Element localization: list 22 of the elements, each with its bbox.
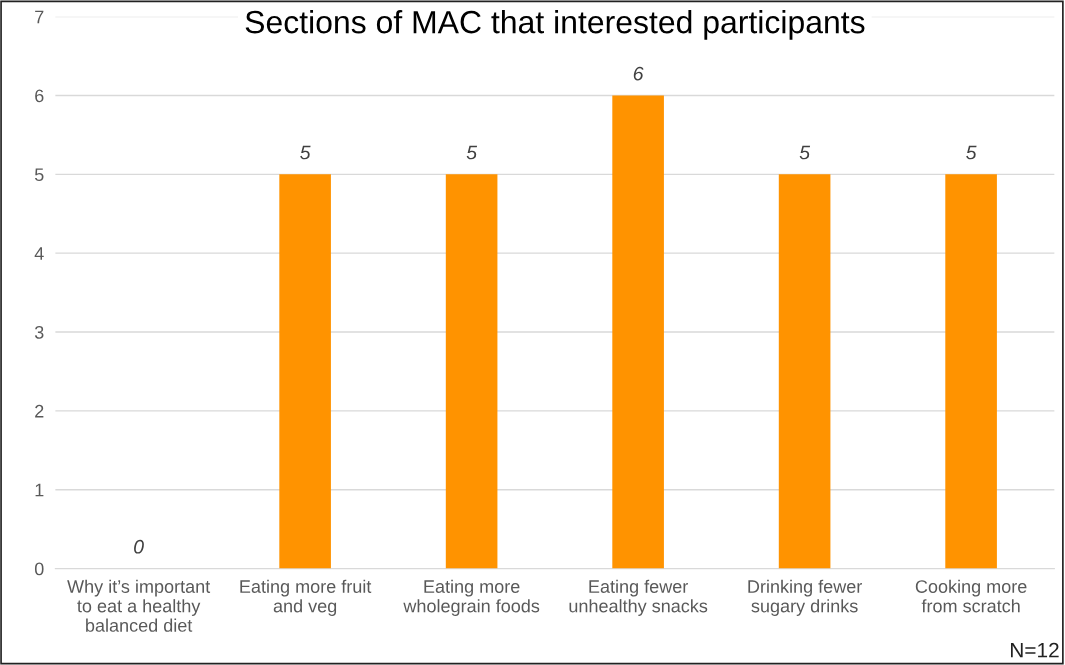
x-tick-label: Eating fewer unhealthy snacks bbox=[569, 579, 708, 616]
x-tick-label: Cooking more from scratch bbox=[915, 579, 1027, 613]
y-tick-label: 0 bbox=[34, 562, 44, 576]
data-label: 5 bbox=[300, 145, 311, 160]
x-tick-label: Why it’s important to eat a healthy balanced diet bbox=[67, 579, 211, 632]
x-tick-label: Drinking fewer sugary drinks bbox=[748, 579, 863, 616]
data-label: 5 bbox=[466, 145, 478, 160]
data-label: 5 bbox=[799, 145, 811, 160]
x-tick-label: Eating more wholegrain foods bbox=[403, 579, 540, 616]
x-tick-label: Eating more fruit and veg bbox=[240, 579, 372, 616]
y-tick-label: 2 bbox=[35, 404, 44, 418]
data-label: 6 bbox=[633, 66, 644, 81]
data-label: 0 bbox=[134, 539, 144, 554]
y-tick-label: 7 bbox=[35, 10, 44, 24]
chart-title: Sections of MAC that interested participants bbox=[245, 9, 865, 40]
text: N=12 bbox=[1011, 642, 1059, 658]
y-tick-label: 5 bbox=[34, 168, 44, 182]
data-label: 5 bbox=[966, 145, 977, 160]
y-tick-label: 6 bbox=[35, 89, 44, 103]
y-tick-label: 1 bbox=[35, 483, 44, 497]
y-tick-label: 3 bbox=[34, 325, 44, 339]
y-tick-label: 4 bbox=[34, 247, 44, 260]
